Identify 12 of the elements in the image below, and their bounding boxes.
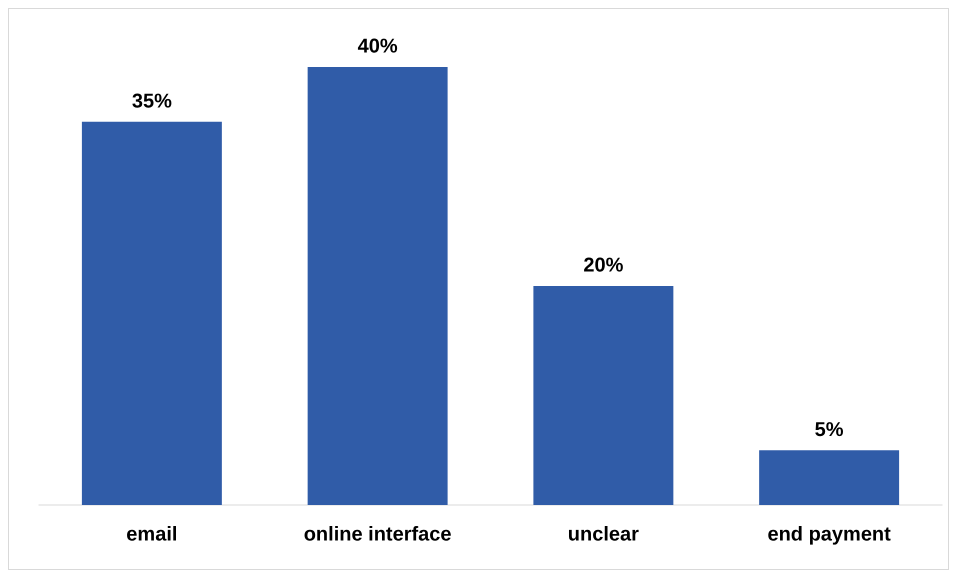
data-label: 40% [358, 36, 398, 58]
x-tick-label: end payment [767, 524, 892, 546]
x-tick-label: email [126, 524, 178, 546]
data-label: 35% [132, 90, 172, 112]
x-tick-label: online interface [304, 524, 452, 546]
bar [533, 286, 674, 505]
x-tick-label: unclear [568, 524, 640, 546]
data-label: 5% [814, 418, 844, 441]
data-label: 20% [583, 254, 624, 277]
bar [82, 122, 222, 505]
bar [759, 450, 900, 505]
bar [308, 67, 448, 505]
